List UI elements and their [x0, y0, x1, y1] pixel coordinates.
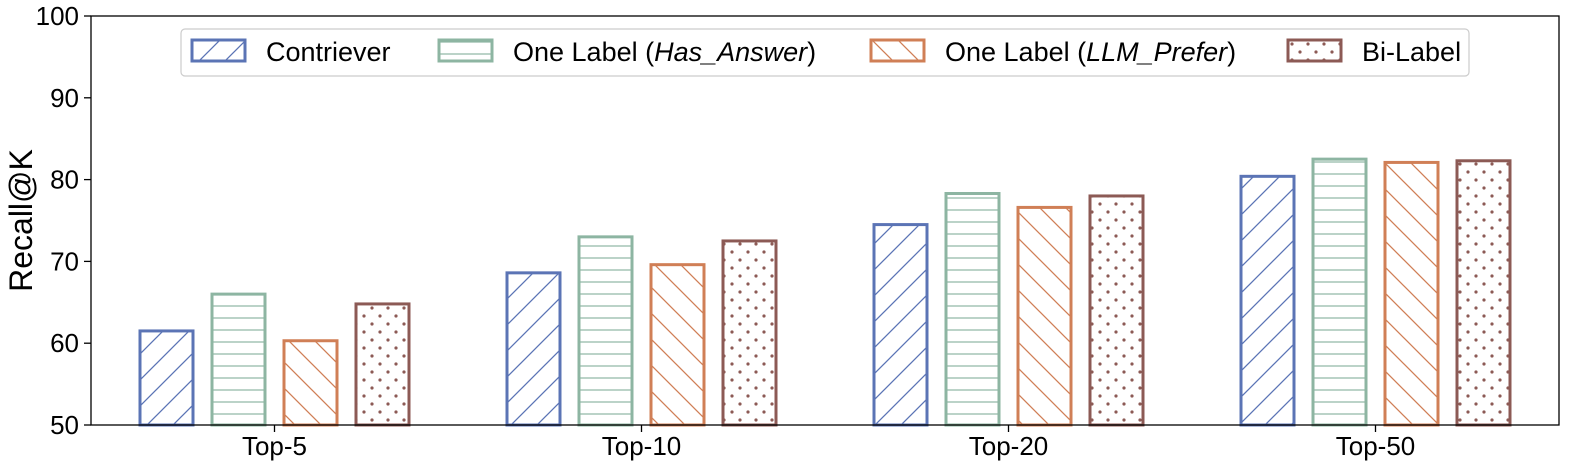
legend-label-4: Bi-Label	[1362, 37, 1461, 67]
y-tick-label: 90	[50, 83, 79, 113]
x-tick-label: Top-5	[242, 431, 307, 461]
y-tick-label: 100	[36, 1, 79, 31]
y-tick-label: 60	[50, 328, 79, 358]
y-tick-label: 70	[50, 246, 79, 276]
bar-top-10-series-2	[577, 235, 634, 427]
bar-top-20-series-3	[1016, 205, 1073, 427]
bar-top-10-series-3	[649, 263, 706, 427]
y-axis-label: Recall@K	[3, 149, 39, 292]
x-tick-label: Top-50	[1336, 431, 1416, 461]
bar-top-5-series-3	[282, 339, 339, 427]
bar-top-50-series-4	[1455, 159, 1512, 427]
y-tick-label: 80	[50, 165, 79, 195]
bar-top-20-series-4	[1088, 194, 1145, 427]
bar-group	[138, 157, 1512, 427]
legend-label-3: One Label (LLM_Prefer)	[945, 37, 1236, 67]
bar-top-20-series-1	[872, 223, 929, 427]
legend: Contriever One Label (Has_Answer) One Labe…	[180, 28, 1470, 77]
x-tick-label: Top-10	[602, 431, 682, 461]
axes	[90, 15, 1560, 426]
bar-top-50-series-1	[1239, 174, 1296, 427]
bar-top-10-series-1	[505, 271, 562, 427]
x-tick-label: Top-20	[969, 431, 1049, 461]
legend-swatch-3	[869, 38, 926, 63]
legend-swatch-4	[1286, 38, 1343, 63]
legend-label-2: One Label (Has_Answer)	[513, 37, 816, 67]
plot-frame	[90, 15, 1560, 426]
bar-top-5-series-2	[210, 292, 267, 427]
bar-top-20-series-2	[944, 192, 1001, 427]
bar-top-5-series-1	[138, 329, 195, 427]
legend-label-1: Contriever	[266, 37, 391, 67]
legend-swatch-2	[437, 38, 494, 63]
legend-swatch-1	[190, 38, 247, 63]
bar-top-10-series-4	[721, 239, 778, 427]
bar-top-5-series-4	[354, 302, 411, 427]
y-tick-label: 50	[50, 410, 79, 440]
legend-box	[180, 28, 1470, 77]
bar-top-50-series-3	[1383, 160, 1440, 427]
tick-group: 50 60 70 80 90 100 Top-5 Top-10 Top-20 Top-50	[36, 1, 1416, 461]
bar-top-50-series-2	[1311, 157, 1368, 427]
